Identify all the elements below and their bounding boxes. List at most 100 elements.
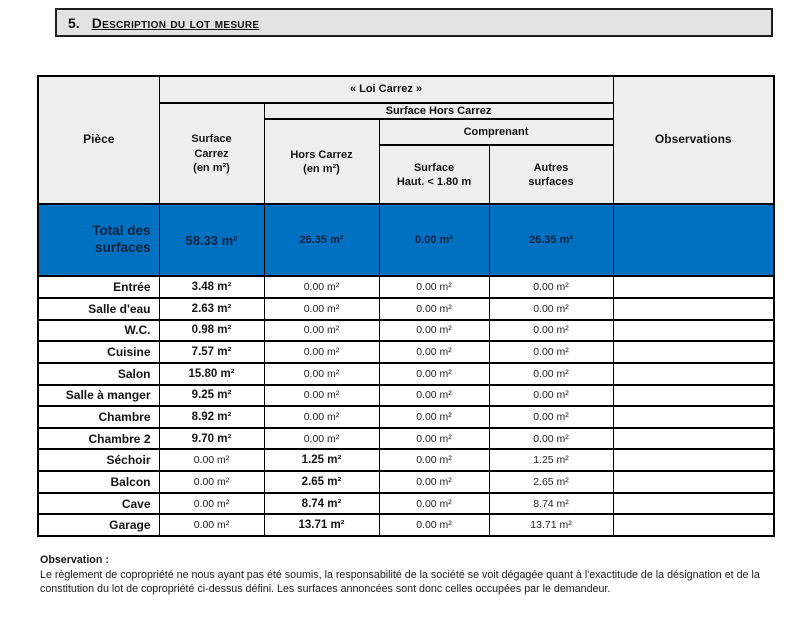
observation-cell (612, 426, 775, 451)
header-row-3: Hors Carrez (en m²) Comprenant (38, 118, 774, 206)
column-header-comprenant: Comprenant (378, 118, 614, 147)
surface-value: 0.00 m² (488, 318, 614, 343)
surface-value: 3.48 m² (158, 275, 265, 299)
table-row: Salle à manger 9.25 m² 0.00 m² 0.00 m² 0.00 … (37, 383, 775, 408)
table-row: Salon 15.80 m² 0.00 m² 0.00 m² 0.00 m² (37, 361, 775, 386)
table-row: Chambre 8.92 m² 0.00 m² 0.00 m² 0.00 m² (37, 405, 775, 429)
observation-cell (612, 383, 775, 408)
header-row-4: Surface Haut. < 1.80 m Autres surfaces (38, 144, 774, 206)
surface-value: 0.00 m² (158, 491, 265, 516)
surface-value: 0.00 m² (263, 296, 380, 321)
table-row: Cave 0.00 m² 8.74 m² 0.00 m² 8.74 m² (37, 491, 775, 516)
surface-value: 0.00 m² (263, 405, 380, 429)
piece-name: Séchoir (37, 448, 160, 473)
surface-value: 2.65 m² (488, 470, 614, 494)
observation-cell (612, 470, 775, 494)
column-header-observations: Observations (612, 74, 775, 206)
section-title-bar: 5. Description du lot mesure (55, 8, 773, 37)
table-row: Chambre 2 9.70 m² 0.00 m² 0.00 m² 0.00 m² (37, 426, 775, 451)
surface-value: 0.98 m² (158, 318, 265, 343)
column-header-surface-haut: Surface Haut. < 1.80 m (378, 144, 490, 206)
observation-cell (612, 405, 775, 429)
surface-value: 8.92 m² (158, 405, 265, 429)
surface-value: 0.00 m² (158, 513, 265, 537)
header-row-2: Surface Carrez (en m²) Surface Hors Carr… (38, 101, 774, 206)
surface-value: 0.00 m² (263, 383, 380, 408)
surface-value: 15.80 m² (158, 361, 265, 386)
surface-value: 0.00 m² (488, 361, 614, 386)
piece-name: Cave (37, 491, 160, 516)
observation-text: Le règlement de copropriété ne nous ayan… (40, 569, 760, 595)
surface-value: 0.00 m² (378, 361, 490, 386)
total-observation (612, 203, 775, 278)
surface-value: 0.00 m² (488, 340, 614, 364)
surface-value: 0.00 m² (488, 426, 614, 451)
surface-value: 0.00 m² (378, 275, 490, 299)
table-row: Garage 0.00 m² 13.71 m² 0.00 m² 13.71 m² (37, 513, 775, 537)
column-header-hors-carrez: Hors Carrez (en m²) (263, 118, 380, 206)
piece-name: Cuisine (37, 340, 160, 364)
total-surface-haut: 0.00 m² (378, 203, 490, 278)
observation-cell (612, 361, 775, 386)
table-row: Entrée 3.48 m² 0.00 m² 0.00 m² 0.00 m² (37, 275, 775, 299)
surface-value: 9.25 m² (158, 383, 265, 408)
total-surface-carrez: 58.33 m² (158, 203, 265, 278)
surface-value: 1.25 m² (263, 448, 380, 473)
surface-value: 0.00 m² (378, 513, 490, 537)
surface-value: 0.00 m² (378, 340, 490, 364)
table-row: Cuisine 7.57 m² 0.00 m² 0.00 m² 0.00 m² (37, 340, 775, 364)
table-row: Séchoir 0.00 m² 1.25 m² 0.00 m² 1.25 m² (37, 448, 775, 473)
surface-value: 0.00 m² (378, 383, 490, 408)
observation-cell (612, 275, 775, 299)
surface-value: 1.25 m² (488, 448, 614, 473)
surface-value: 8.74 m² (263, 491, 380, 516)
piece-name: Salle d'eau (37, 296, 160, 321)
observation-cell (612, 296, 775, 321)
piece-name: Chambre (37, 405, 160, 429)
piece-name: Salle à manger (37, 383, 160, 408)
piece-name: Salon (37, 361, 160, 386)
total-autres-surfaces: 26.35 m² (488, 203, 614, 278)
column-header-surface-hors-carrez: Surface Hors Carrez (263, 101, 614, 121)
piece-name: W.C. (37, 318, 160, 343)
surfaces-table: Pièce « Loi Carrez » Observations Surfac… (37, 74, 776, 537)
surface-value: 2.65 m² (263, 470, 380, 494)
table-body: Entrée 3.48 m² 0.00 m² 0.00 m² 0.00 m² Salle … (37, 275, 775, 537)
total-label: Total des surfaces (37, 203, 160, 278)
surface-value: 9.70 m² (158, 426, 265, 451)
surface-value: 0.00 m² (488, 275, 614, 299)
surface-value: 0.00 m² (158, 470, 265, 494)
observation-cell (612, 513, 775, 537)
surface-value: 0.00 m² (488, 405, 614, 429)
surface-value: 0.00 m² (488, 296, 614, 321)
table-row: Balcon 0.00 m² 2.65 m² 0.00 m² 2.65 m² (37, 470, 775, 494)
piece-name: Entrée (37, 275, 160, 299)
surface-value: 0.00 m² (378, 470, 490, 494)
surface-value: 0.00 m² (378, 318, 490, 343)
surface-value: 7.57 m² (158, 340, 265, 364)
observation-cell (612, 340, 775, 364)
observation-block: Observation : Le règlement de copropriét… (40, 553, 776, 596)
total-hors-carrez: 26.35 m² (263, 203, 380, 278)
surface-value: 0.00 m² (158, 448, 265, 473)
section-number: 5. (68, 14, 80, 31)
surface-value: 0.00 m² (263, 361, 380, 386)
surface-value: 13.71 m² (263, 513, 380, 537)
surface-value: 8.74 m² (488, 491, 614, 516)
column-header-surface-carrez: Surface Carrez (en m²) (158, 101, 265, 206)
column-header-loi-carrez: « Loi Carrez » (158, 75, 614, 104)
table-row: W.C. 0.98 m² 0.00 m² 0.00 m² 0.00 m² (37, 318, 775, 343)
surface-value: 0.00 m² (378, 405, 490, 429)
surface-value: 0.00 m² (378, 296, 490, 321)
surface-value: 0.00 m² (378, 491, 490, 516)
section-title: Description du lot mesure (91, 14, 260, 31)
surface-value: 0.00 m² (263, 318, 380, 343)
observation-cell (612, 491, 775, 516)
header-row-1: Pièce « Loi Carrez » Observations (37, 74, 775, 206)
observation-cell (612, 448, 775, 473)
surface-value: 0.00 m² (263, 426, 380, 451)
surface-value: 0.00 m² (378, 448, 490, 473)
table-row: Salle d'eau 2.63 m² 0.00 m² 0.00 m² 0.00 m² (37, 296, 775, 321)
total-row: Total des surfaces 58.33 m² 26.35 m² 0.0… (37, 203, 775, 278)
